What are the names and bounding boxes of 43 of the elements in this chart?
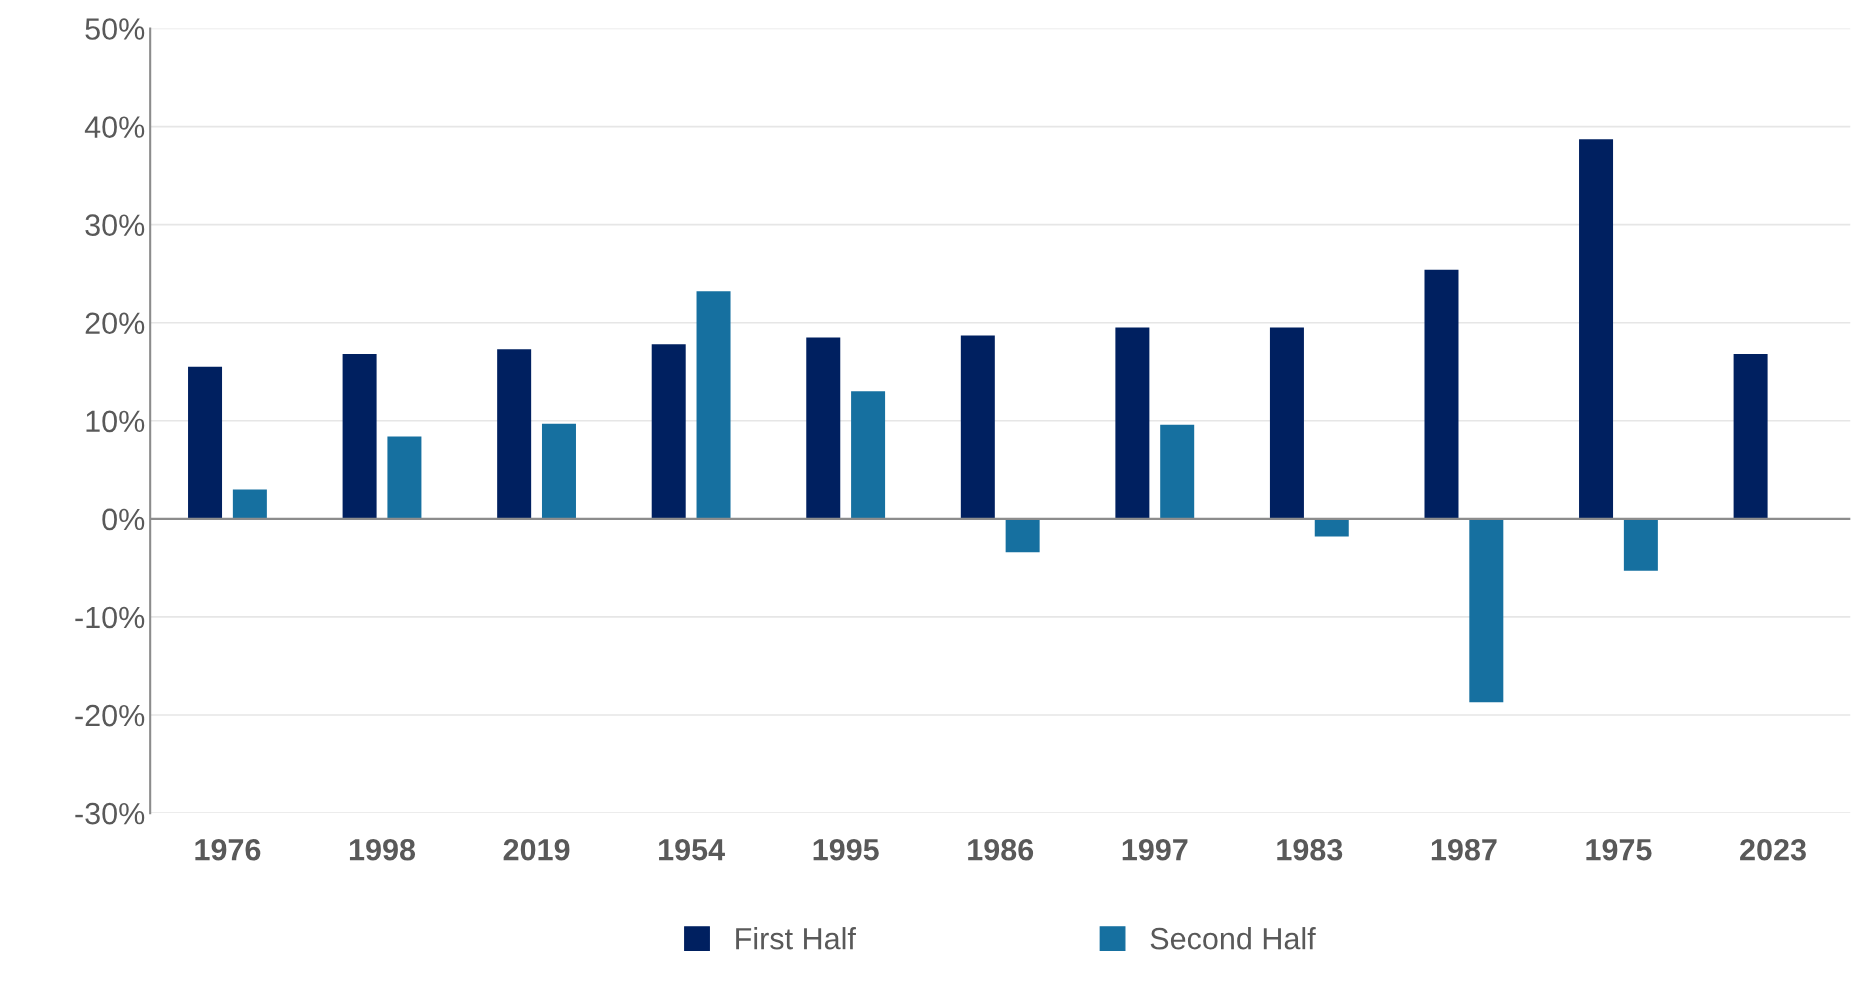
- y-tick-label: 40%: [84, 116, 145, 138]
- x-tick-label: 1997: [1122, 838, 1188, 861]
- bar: [1269, 327, 1304, 519]
- bar: [387, 436, 422, 519]
- x-tick-label: 2019: [503, 838, 570, 861]
- bar: [651, 344, 686, 519]
- x-tick-label: 1954: [659, 838, 725, 861]
- y-tick-label: 0%: [102, 508, 145, 531]
- y-tick-label: 20%: [85, 312, 145, 335]
- bar: [188, 366, 223, 519]
- legend-label: Second Half: [1150, 927, 1316, 950]
- bar: [1115, 327, 1150, 519]
- x-tick-label: 1976: [195, 838, 261, 861]
- bar: [232, 489, 267, 519]
- bar: [497, 349, 532, 519]
- x-tick-label: 1986: [968, 838, 1034, 861]
- bar: [1469, 518, 1504, 703]
- x-tick-label: 1995: [813, 838, 879, 861]
- y-tick-label: -10%: [75, 606, 145, 629]
- bar: [851, 391, 886, 519]
- x-tick-label: 2023: [1740, 838, 1806, 861]
- bar: [806, 337, 841, 519]
- y-tick-label: 30%: [85, 214, 145, 236]
- bar: [1733, 354, 1768, 519]
- x-tick-label: 1975: [1586, 838, 1652, 861]
- bar: [1424, 269, 1459, 519]
- y-tick-label: 50%: [85, 18, 145, 40]
- y-tick-label: -20%: [75, 704, 145, 727]
- bar: [541, 423, 576, 519]
- x-tick-label: 1998: [349, 838, 416, 861]
- y-tick-label: 10%: [86, 410, 145, 433]
- bar: [342, 354, 377, 519]
- bar: [1623, 518, 1658, 571]
- legend-label: First Half: [736, 927, 856, 950]
- bar: [1160, 424, 1195, 519]
- bar: [1005, 518, 1040, 553]
- bar: [1579, 139, 1614, 519]
- bar: [1314, 518, 1349, 537]
- bar: [696, 291, 731, 519]
- bar: [960, 335, 995, 519]
- y-tick-label: -30%: [75, 802, 145, 825]
- x-tick-label: 1983: [1277, 838, 1343, 861]
- x-tick-label: 1987: [1431, 838, 1497, 861]
